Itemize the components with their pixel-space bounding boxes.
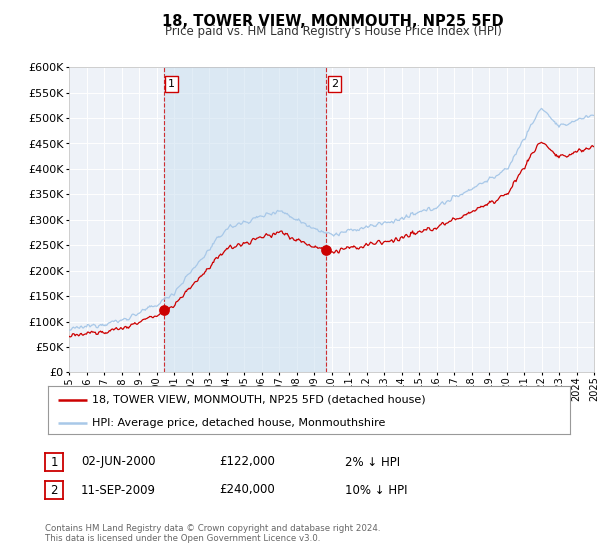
Text: 02-JUN-2000: 02-JUN-2000 (81, 455, 155, 469)
Text: £122,000: £122,000 (219, 455, 275, 469)
Text: Price paid vs. HM Land Registry's House Price Index (HPI): Price paid vs. HM Land Registry's House … (164, 25, 502, 38)
Text: £240,000: £240,000 (219, 483, 275, 497)
Point (159, 306, 169, 315)
Text: 18, TOWER VIEW, MONMOUTH, NP25 5FD: 18, TOWER VIEW, MONMOUTH, NP25 5FD (162, 14, 504, 29)
Text: 2: 2 (50, 483, 58, 497)
Text: 2: 2 (331, 79, 338, 89)
Text: 1: 1 (168, 79, 175, 89)
Text: 2% ↓ HPI: 2% ↓ HPI (345, 455, 400, 469)
Text: Contains HM Land Registry data © Crown copyright and database right 2024.
This d: Contains HM Land Registry data © Crown c… (45, 524, 380, 543)
Text: 18, TOWER VIEW, MONMOUTH, NP25 5FD (detached house): 18, TOWER VIEW, MONMOUTH, NP25 5FD (deta… (92, 395, 426, 405)
Point (322, 246, 331, 255)
Text: 11-SEP-2009: 11-SEP-2009 (81, 483, 156, 497)
Text: 10% ↓ HPI: 10% ↓ HPI (345, 483, 407, 497)
Text: 1: 1 (50, 455, 58, 469)
Text: HPI: Average price, detached house, Monmouthshire: HPI: Average price, detached house, Monm… (92, 418, 386, 428)
Bar (164, 67, 326, 372)
